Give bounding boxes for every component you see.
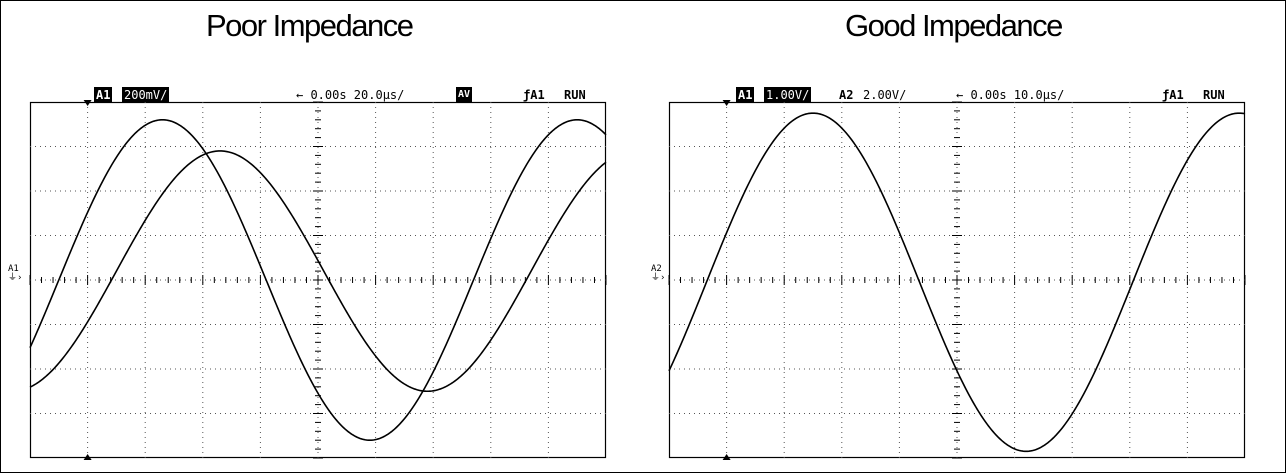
average-mode-badge: AV (456, 87, 473, 103)
trigger-marker-bottom (83, 454, 92, 460)
run-state: RUN (1203, 88, 1225, 102)
trigger-source: ƒA1 (1162, 88, 1184, 102)
trigger-time: ← 0.00s 10.0µs/ (956, 88, 1065, 102)
volts-per-div: 1.00V/ (764, 87, 812, 103)
channel-marker-label: A2 (651, 264, 662, 274)
channel-label: A1 (94, 87, 113, 103)
channel2-label: A2 (839, 88, 854, 102)
trigger-source: ƒA1 (523, 88, 545, 102)
scope-plot (668, 100, 1246, 460)
ground-arrow-icon: ⏚› (651, 273, 666, 283)
status-bar-left: A1 200mV/ ← 0.00s 20.0µs/ AV ƒA1 RUN (30, 87, 606, 103)
run-state: RUN (564, 88, 586, 102)
panel-title-good: Good Impedance (845, 8, 1063, 43)
waveform-trace (29, 150, 607, 393)
volts-per-div: 200mV/ (122, 87, 170, 103)
trigger-time: ← 0.00s 20.0µs/ (296, 88, 405, 102)
volts-per-div-2: 2.00V/ (863, 88, 907, 102)
channel-marker-right: A2 ⏚› (651, 264, 666, 283)
panel-title-poor: Poor Impedance (206, 8, 414, 43)
channel-label: A1 (736, 87, 755, 103)
scope-screen-poor (29, 100, 607, 460)
scope-screen-good (668, 100, 1246, 460)
channel-marker-left: A1 ⏚› (8, 264, 23, 283)
channel-marker-label: A1 (8, 264, 19, 274)
scope-plot (29, 100, 607, 460)
waveform-trace (29, 118, 607, 442)
status-bar-right: A1 1.00V/ A2 2.00V/ ← 0.00s 10.0µs/ ƒA1 … (669, 87, 1245, 103)
trigger-marker-bottom (722, 454, 731, 460)
trigger-marker-top (83, 100, 92, 106)
trigger-marker-top (722, 100, 731, 106)
waveform-trace (668, 112, 1246, 453)
ground-arrow-icon: ⏚› (8, 273, 23, 283)
